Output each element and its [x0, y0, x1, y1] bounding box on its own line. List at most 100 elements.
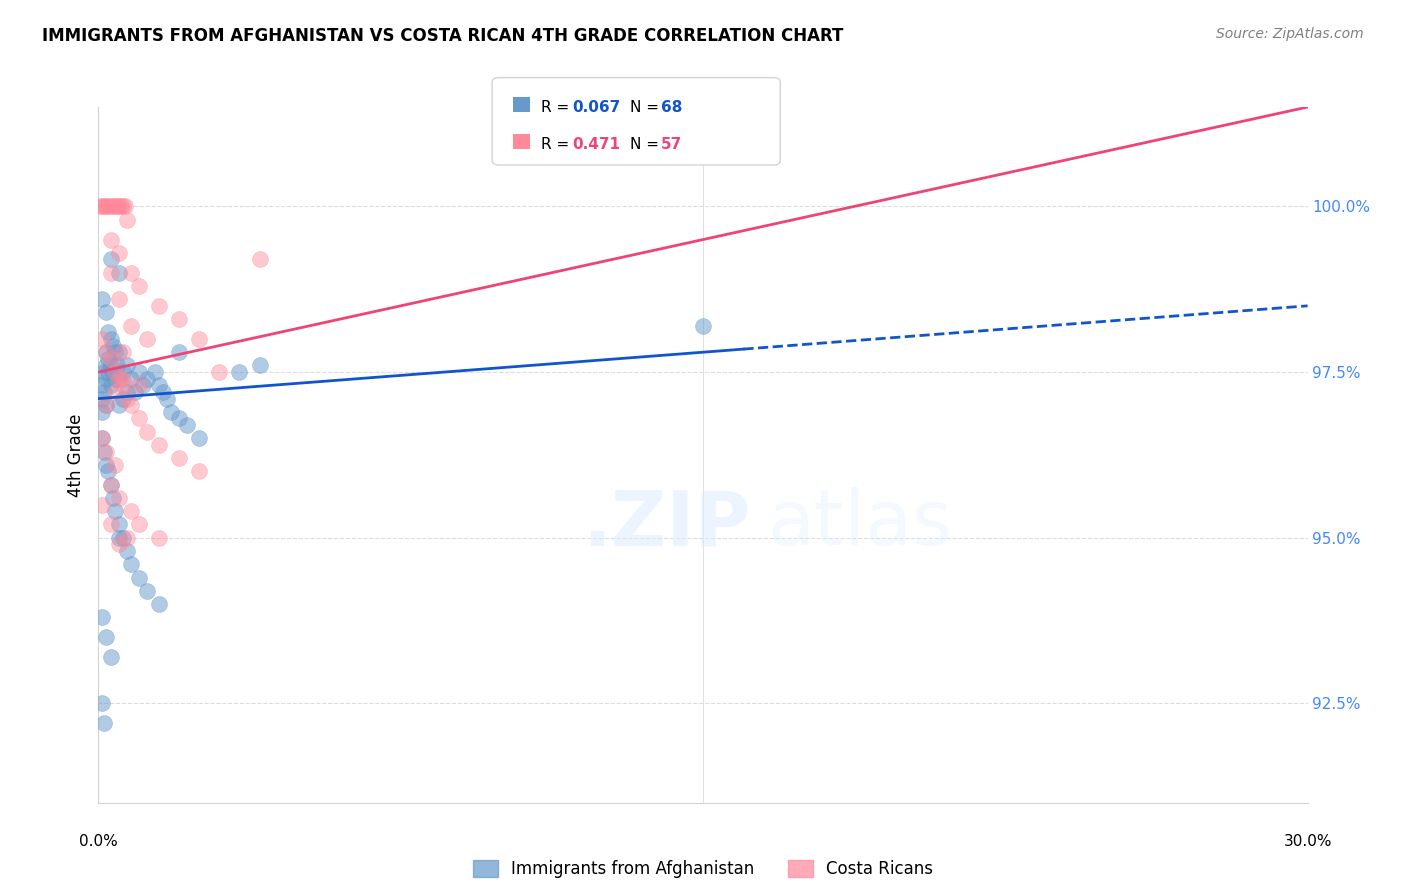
Text: .ZIP: .ZIP — [582, 488, 751, 561]
Point — [148, 597, 170, 611]
Text: N =: N = — [630, 136, 664, 152]
Point — [103, 372, 125, 386]
Point — [115, 359, 138, 373]
Point — [101, 338, 124, 352]
Point — [107, 491, 129, 505]
Point — [111, 345, 134, 359]
Point — [107, 537, 129, 551]
Point — [96, 458, 118, 472]
Point — [188, 332, 211, 346]
Point — [100, 332, 122, 346]
Point — [107, 345, 129, 359]
Point — [228, 365, 250, 379]
Point — [91, 610, 114, 624]
Point — [124, 384, 146, 399]
Point — [128, 365, 150, 379]
Point — [148, 299, 170, 313]
Text: atlas: atlas — [768, 488, 953, 561]
Point — [107, 398, 129, 412]
Point — [96, 359, 118, 373]
Point — [167, 312, 190, 326]
Point — [167, 411, 190, 425]
Y-axis label: 4th Grade: 4th Grade — [66, 413, 84, 497]
Text: 57: 57 — [661, 136, 682, 152]
Point — [188, 465, 211, 479]
Point — [152, 384, 174, 399]
Point — [103, 458, 125, 472]
Point — [96, 345, 118, 359]
Point — [188, 431, 211, 445]
Point — [96, 372, 118, 386]
Point — [101, 365, 124, 379]
Point — [128, 378, 150, 392]
Point — [160, 405, 183, 419]
Point — [100, 266, 122, 280]
Point — [107, 292, 129, 306]
Point — [91, 378, 114, 392]
Point — [91, 199, 114, 213]
Point — [135, 372, 157, 386]
Text: 0.067: 0.067 — [572, 100, 620, 115]
Point — [93, 716, 115, 731]
Point — [143, 365, 166, 379]
Point — [111, 199, 134, 213]
Point — [120, 372, 142, 386]
Point — [115, 384, 138, 399]
Point — [100, 359, 122, 373]
Point — [110, 199, 132, 213]
Point — [103, 384, 125, 399]
Point — [107, 517, 129, 532]
Point — [148, 438, 170, 452]
Point — [96, 398, 118, 412]
Point — [111, 378, 134, 392]
Point — [128, 279, 150, 293]
Point — [115, 544, 138, 558]
Point — [100, 252, 122, 267]
Text: R =: R = — [541, 100, 575, 115]
Point — [167, 345, 190, 359]
Point — [107, 372, 129, 386]
Point — [135, 425, 157, 439]
Point — [107, 531, 129, 545]
Text: 68: 68 — [661, 100, 682, 115]
Text: IMMIGRANTS FROM AFGHANISTAN VS COSTA RICAN 4TH GRADE CORRELATION CHART: IMMIGRANTS FROM AFGHANISTAN VS COSTA RIC… — [42, 27, 844, 45]
Point — [249, 252, 271, 267]
Point — [100, 233, 122, 247]
Point — [97, 326, 120, 340]
Point — [103, 199, 125, 213]
Point — [115, 531, 138, 545]
Point — [107, 199, 129, 213]
Point — [148, 378, 170, 392]
Point — [114, 199, 136, 213]
Point — [96, 305, 118, 319]
Point — [120, 558, 142, 572]
Point — [91, 498, 114, 512]
Point — [97, 199, 120, 213]
Point — [208, 365, 231, 379]
Point — [97, 465, 120, 479]
Point — [101, 491, 124, 505]
Point — [91, 431, 114, 445]
Text: R =: R = — [541, 136, 575, 152]
Point — [111, 365, 134, 379]
Point — [96, 199, 118, 213]
Point — [100, 199, 122, 213]
Point — [107, 266, 129, 280]
Text: 0.0%: 0.0% — [79, 834, 118, 849]
Point — [97, 351, 120, 366]
Text: N =: N = — [630, 100, 664, 115]
Point — [100, 650, 122, 665]
Point — [91, 292, 114, 306]
Point — [111, 392, 134, 406]
Point — [120, 266, 142, 280]
Point — [103, 504, 125, 518]
Point — [120, 318, 142, 333]
Point — [105, 199, 128, 213]
Point — [103, 365, 125, 379]
Point — [100, 517, 122, 532]
Point — [176, 418, 198, 433]
Point — [115, 212, 138, 227]
Point — [156, 392, 179, 406]
Legend: Immigrants from Afghanistan, Costa Ricans: Immigrants from Afghanistan, Costa Rican… — [467, 854, 939, 885]
Point — [107, 245, 129, 260]
